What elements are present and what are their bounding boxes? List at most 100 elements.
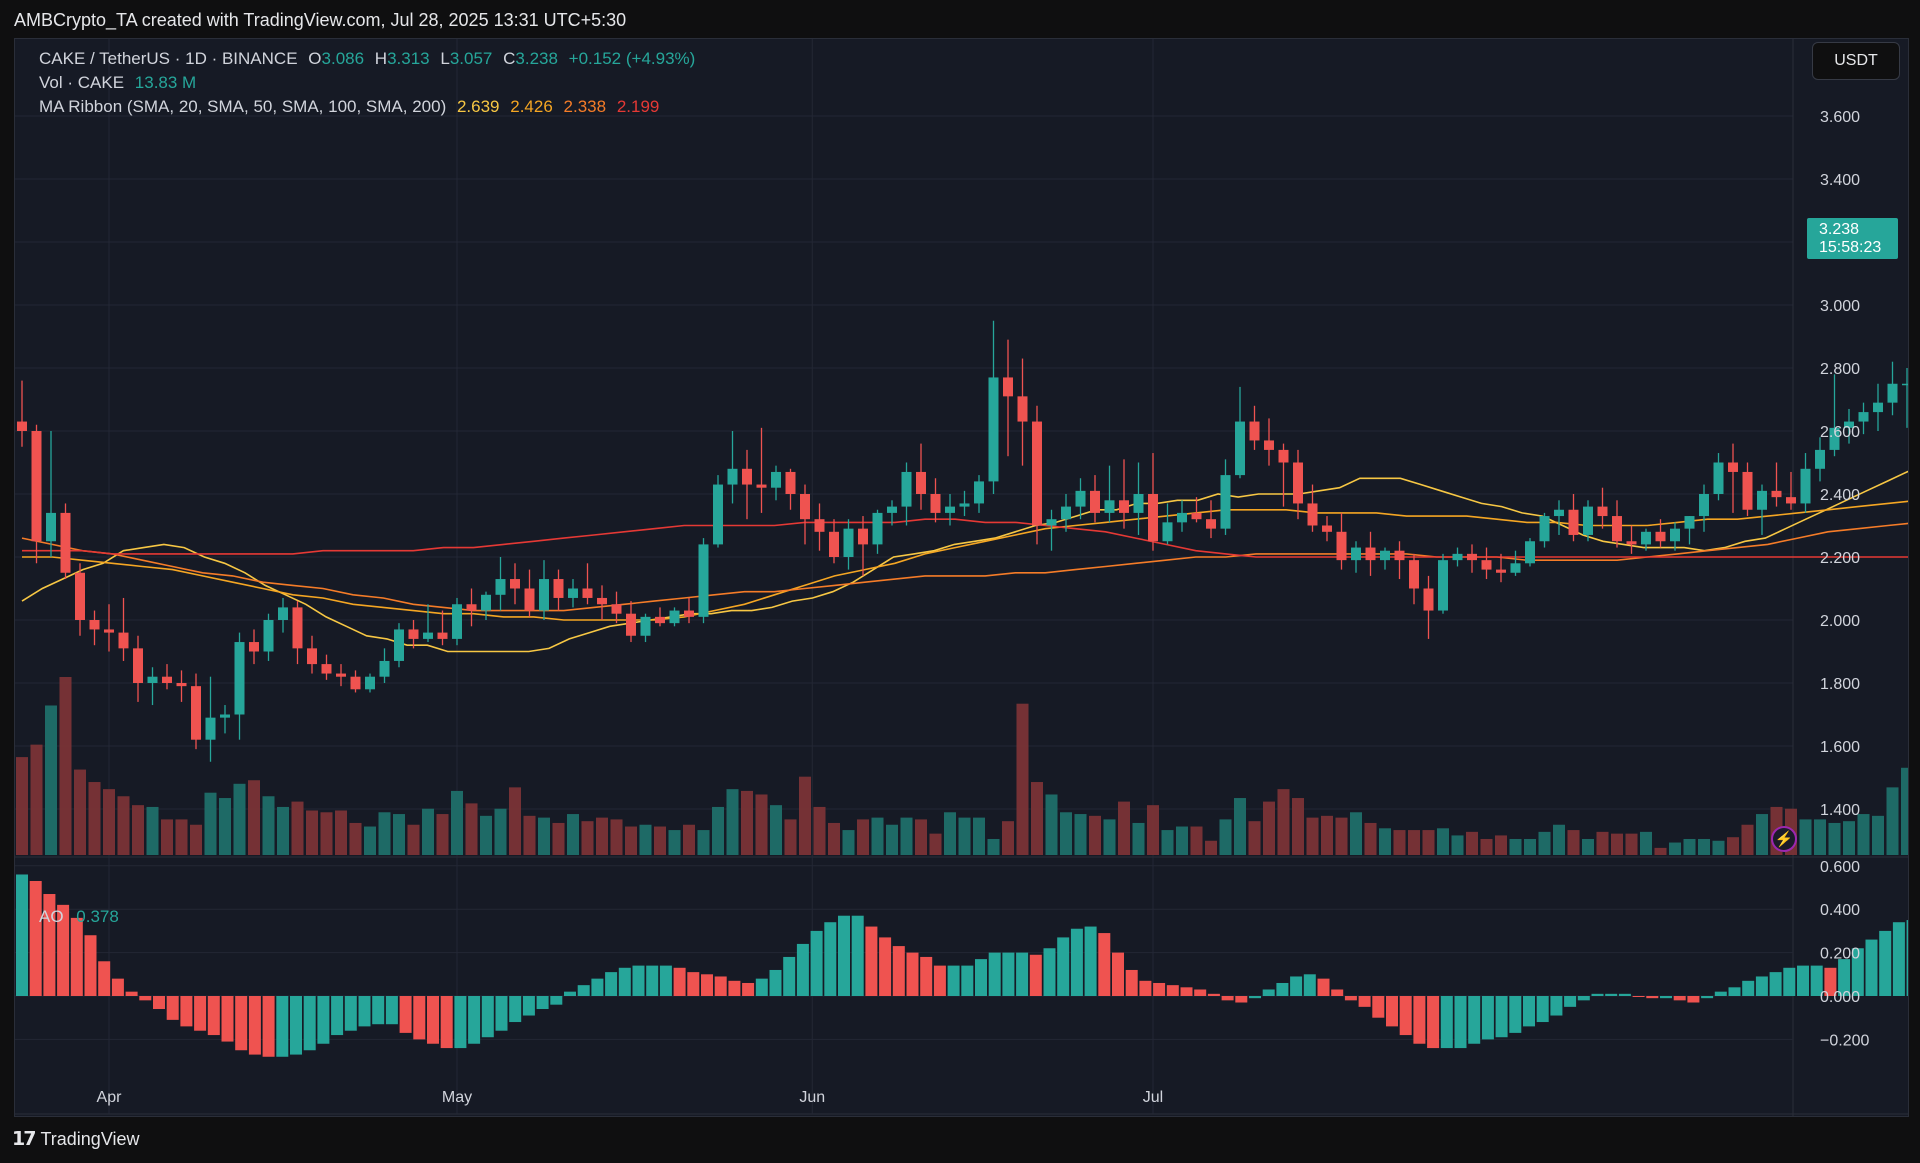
- candle-body: [1133, 494, 1144, 513]
- volume-bar: [335, 810, 347, 855]
- ao-bar: [728, 980, 741, 996]
- ao-bar: [1317, 978, 1330, 996]
- candle-body: [1858, 412, 1869, 422]
- candle-body: [1351, 547, 1361, 561]
- ao-bar: [1303, 974, 1316, 996]
- ao-bar: [180, 996, 193, 1027]
- ao-bar: [810, 930, 823, 996]
- volume-bar: [175, 819, 188, 855]
- volume-bar: [683, 824, 695, 855]
- candle-body: [1496, 569, 1506, 573]
- ao-bar: [1440, 996, 1453, 1049]
- volume-bar: [422, 808, 434, 855]
- candle-body: [1148, 494, 1158, 542]
- lightning-icon[interactable]: ⚡: [1771, 826, 1797, 852]
- volume-bar: [915, 819, 927, 855]
- volume-bar: [291, 801, 304, 855]
- ao-bar: [1029, 954, 1042, 996]
- volume-bar: [668, 830, 681, 855]
- volume-bar: [117, 796, 130, 855]
- ao-bar: [591, 978, 604, 996]
- ao-bar: [1180, 987, 1193, 996]
- candle-body: [684, 610, 694, 617]
- volume-bar: [393, 814, 405, 855]
- candle-body: [669, 610, 680, 624]
- volume-bar: [1480, 838, 1493, 855]
- ao-bar: [618, 967, 631, 996]
- ao-bar: [1043, 948, 1056, 996]
- candle-body: [800, 494, 810, 520]
- ao-bar: [1851, 948, 1864, 996]
- ao-tick-label: 0.400: [1820, 902, 1860, 919]
- ao-bar: [43, 894, 56, 996]
- volume-bar: [59, 677, 72, 855]
- volume-bar: [857, 819, 869, 855]
- ao-bar: [1564, 996, 1577, 1007]
- ao-bar: [1070, 928, 1083, 996]
- volume-bar: [828, 822, 840, 855]
- volume-bar: [1669, 842, 1681, 855]
- volume-bar: [538, 817, 550, 855]
- volume-bar: [161, 819, 173, 855]
- volume-bar: [654, 826, 666, 855]
- ao-bar: [947, 965, 960, 996]
- volume-bar: [900, 817, 913, 855]
- volume-bar: [1408, 830, 1420, 855]
- ao-bar: [399, 996, 412, 1033]
- chart-frame[interactable]: 3.6003.4003.2003.0002.8002.6002.4002.200…: [14, 38, 1909, 1117]
- ao-bar: [605, 972, 618, 996]
- ao-bar: [646, 965, 659, 996]
- last-price-tag: 3.238 15:58:23: [1807, 218, 1898, 259]
- ao-bar: [1783, 967, 1796, 996]
- volume-bar: [204, 792, 217, 855]
- candle-body: [1699, 494, 1709, 517]
- low-label: L: [440, 49, 450, 68]
- volume-bar: [987, 838, 1000, 855]
- volume-bar: [1625, 833, 1638, 855]
- open-label: O: [308, 49, 322, 68]
- ao-bar: [879, 937, 892, 996]
- volume-bar: [74, 769, 86, 855]
- candle-body: [1380, 550, 1390, 561]
- ao-bar: [1605, 993, 1618, 996]
- ao-bar: [1235, 996, 1248, 1003]
- volume-bar: [1857, 814, 1870, 855]
- volume-bar: [944, 812, 956, 855]
- candle-body: [1003, 377, 1013, 397]
- ao-bar: [1577, 996, 1590, 1001]
- volume-bar: [451, 790, 463, 855]
- ao-bar: [1194, 989, 1207, 996]
- ao-bar: [125, 991, 138, 996]
- ao-bar: [413, 996, 426, 1040]
- ao-bar: [317, 996, 330, 1044]
- ao-bar: [1810, 965, 1823, 996]
- volume-bar: [1103, 819, 1116, 855]
- month-label: Jun: [799, 1089, 825, 1106]
- ao-tick-label: 0.000: [1820, 989, 1860, 1006]
- ao-bar: [1084, 926, 1097, 996]
- ao-legend: AO 0.378: [39, 907, 119, 927]
- candle-body: [930, 494, 941, 513]
- volume-bar: [349, 822, 362, 855]
- candle-body: [510, 579, 520, 589]
- volume-bar: [1277, 789, 1290, 855]
- ao-bar: [57, 904, 70, 996]
- ao-histogram: [16, 874, 1908, 1057]
- price-chart-svg[interactable]: 3.6003.4003.2003.0002.8002.6002.4002.200…: [15, 39, 1908, 1116]
- currency-button[interactable]: USDT: [1812, 42, 1900, 80]
- last-price: 3.238: [1819, 221, 1860, 238]
- volume-bar: [306, 810, 318, 855]
- candle-body: [1162, 522, 1173, 542]
- ao-bar: [1125, 969, 1138, 996]
- tradingview-logo[interactable]: 𝟭𝟳 TradingView: [12, 1128, 140, 1151]
- ao-bar: [481, 996, 494, 1038]
- ao-bar: [1892, 922, 1905, 996]
- candle-body: [191, 686, 201, 740]
- candle-body: [1467, 553, 1477, 561]
- ao-bar: [975, 959, 987, 996]
- volume-bar: [16, 757, 28, 855]
- ao-bar: [550, 996, 563, 1005]
- volume-bar: [248, 780, 260, 855]
- candle-body: [1206, 519, 1216, 529]
- ao-bar: [1207, 993, 1220, 996]
